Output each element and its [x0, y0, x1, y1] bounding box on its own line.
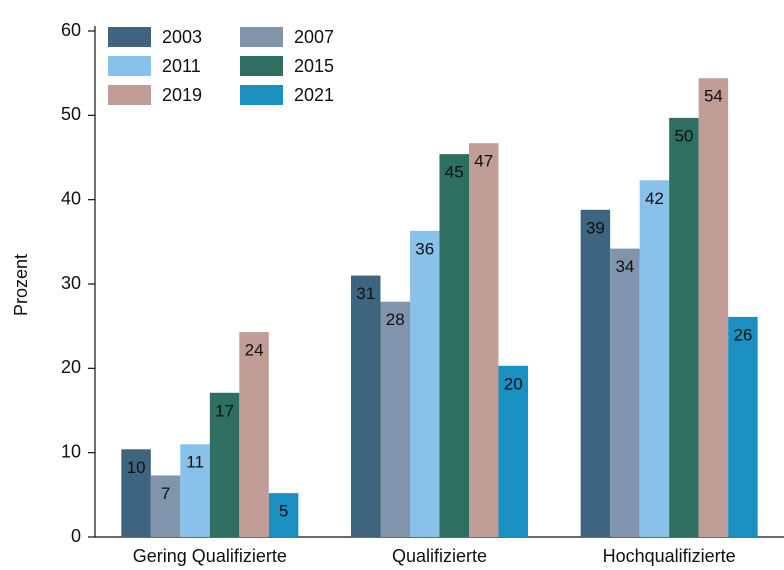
bar	[728, 316, 758, 537]
value-label: 45	[445, 163, 464, 182]
bar	[698, 78, 729, 537]
bar	[410, 230, 440, 537]
bar	[268, 493, 299, 537]
legend-label: 2015	[294, 56, 334, 76]
x-tick-label: Gering Qualifizierte	[133, 546, 287, 566]
value-label: 31	[356, 284, 375, 303]
value-label: 10	[127, 458, 146, 477]
value-label: 54	[704, 87, 723, 106]
legend-swatch	[240, 56, 283, 76]
legend-swatch	[240, 85, 283, 105]
legend-swatch	[108, 56, 151, 76]
value-label: 5	[279, 502, 288, 521]
y-tick-label: 0	[71, 526, 81, 546]
bar	[469, 143, 499, 537]
y-tick-label: 10	[61, 441, 81, 461]
legend-label: 2021	[294, 85, 334, 105]
value-label: 7	[161, 484, 170, 503]
x-tick-label: Qualifizierte	[392, 546, 487, 566]
value-label: 26	[733, 325, 752, 344]
bar	[121, 449, 151, 537]
y-axis-label: Prozent	[11, 254, 31, 316]
y-tick-label: 60	[61, 20, 81, 40]
value-label: 50	[674, 126, 693, 145]
value-label: 34	[615, 257, 634, 276]
x-tick-label: Hochqualifizierte	[603, 546, 736, 566]
y-tick-label: 20	[61, 357, 81, 377]
legend-label: 2003	[162, 27, 202, 47]
y-tick-label: 30	[61, 273, 81, 293]
y-tick-label: 50	[61, 104, 81, 124]
value-label: 39	[586, 218, 605, 237]
value-label: 24	[245, 341, 264, 360]
legend-swatch	[108, 85, 151, 105]
bar	[610, 248, 640, 537]
bar	[498, 365, 528, 537]
legend-label: 2019	[162, 85, 202, 105]
value-label: 11	[186, 453, 204, 472]
bar	[150, 475, 181, 537]
bar	[180, 444, 210, 537]
y-tick-label: 40	[61, 188, 81, 208]
value-label: 28	[386, 310, 405, 329]
bar	[639, 180, 670, 537]
value-label: 17	[215, 401, 234, 420]
value-label: 20	[504, 374, 523, 393]
bar	[351, 275, 381, 537]
bar	[580, 209, 611, 537]
legend-swatch	[108, 27, 151, 47]
bar	[209, 392, 240, 537]
bar	[380, 301, 410, 537]
legend-label: 2011	[162, 56, 201, 76]
value-label: 36	[415, 239, 434, 258]
legend-swatch	[240, 27, 283, 47]
value-label: 47	[474, 152, 493, 171]
bar	[669, 117, 699, 537]
bar	[239, 332, 269, 537]
bar	[439, 154, 469, 538]
value-label: 42	[645, 189, 664, 208]
legend-label: 2007	[294, 27, 334, 47]
